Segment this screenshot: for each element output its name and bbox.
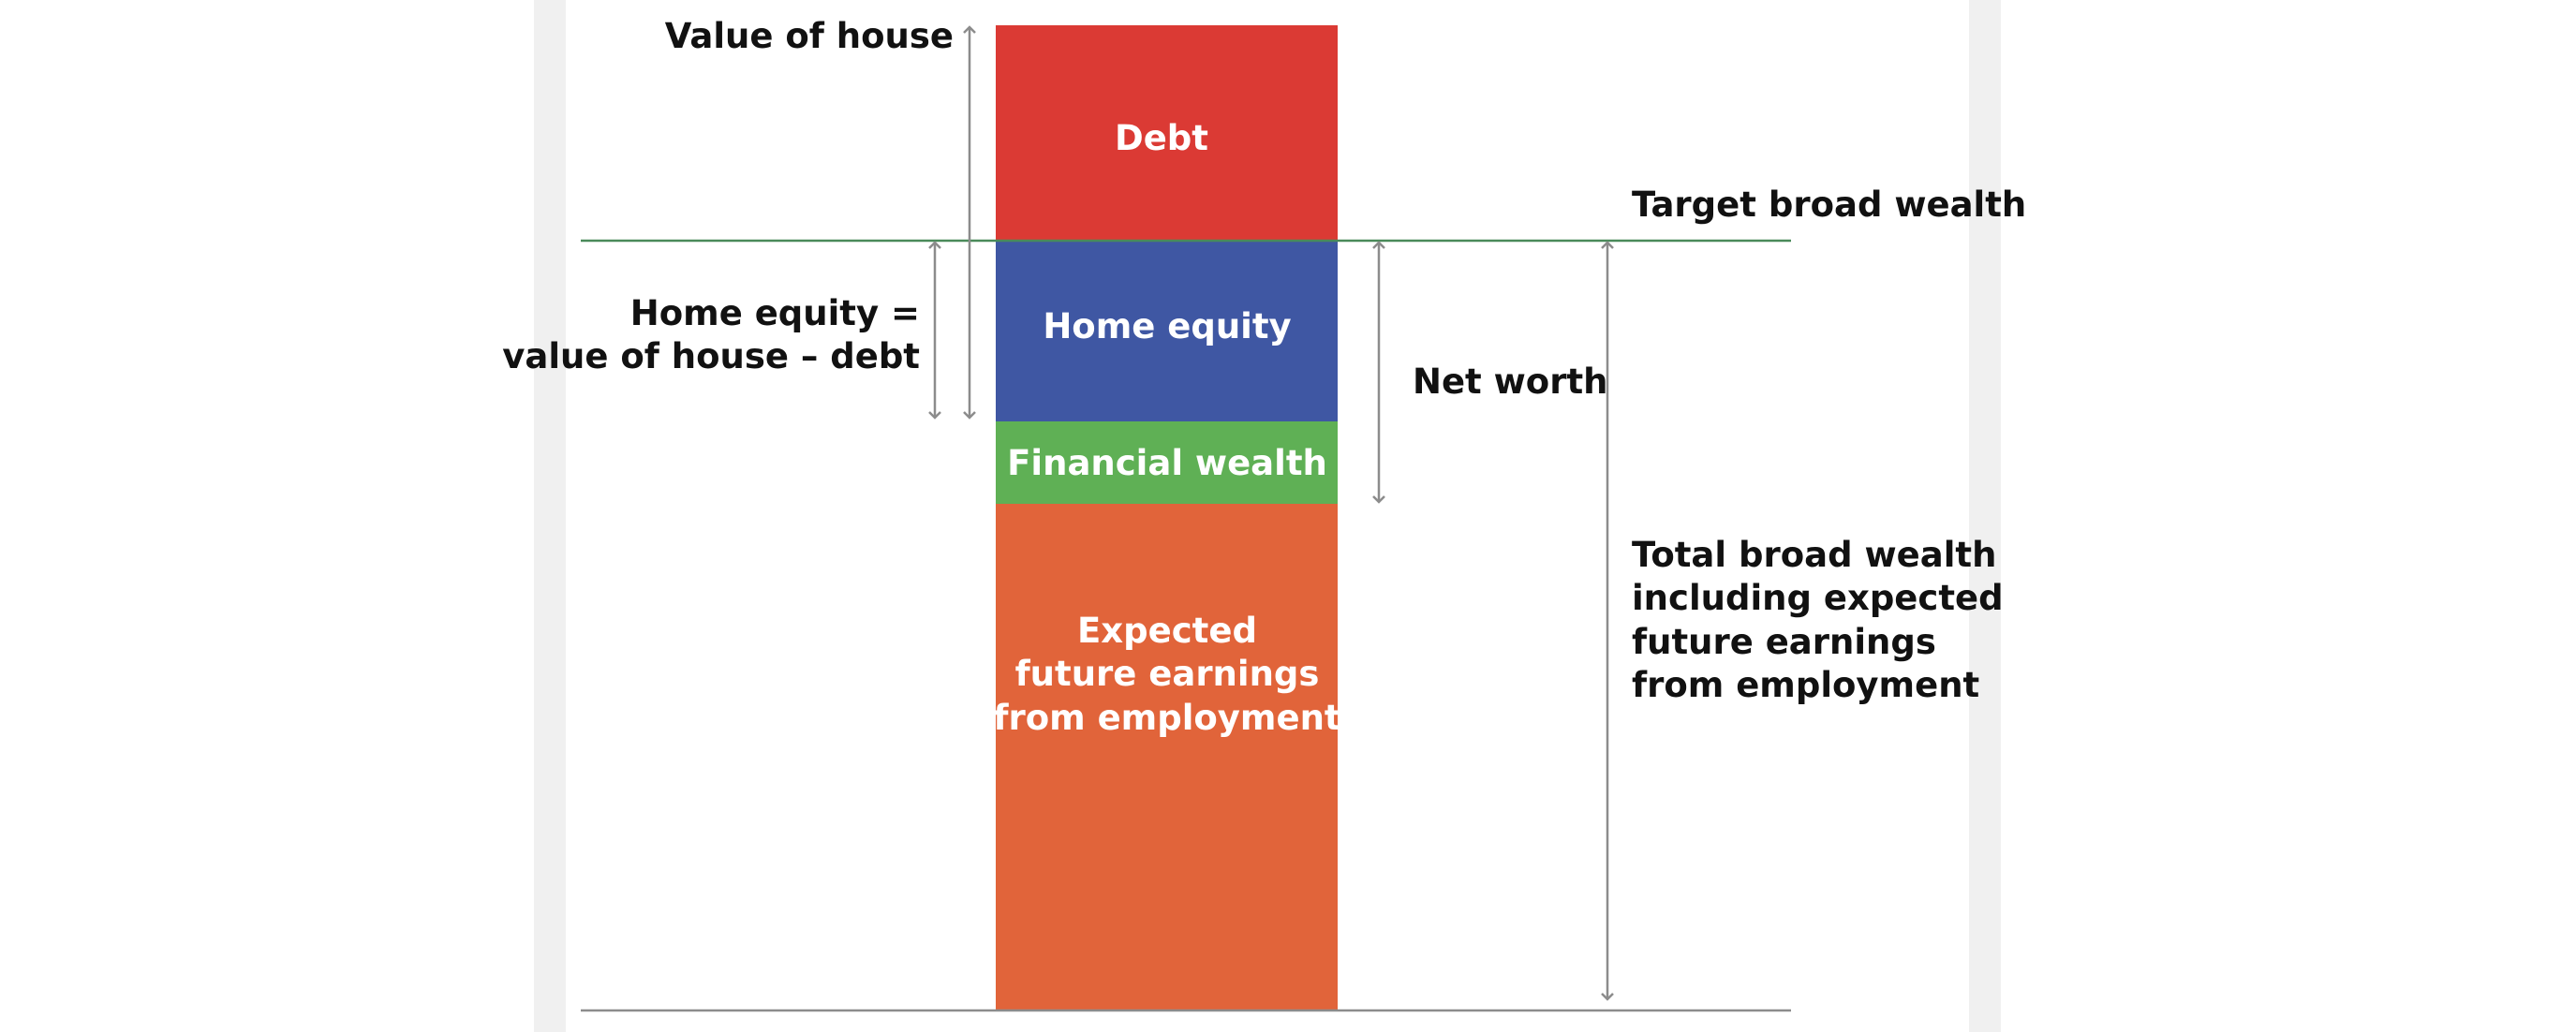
target-broad-wealth-label: Target broad wealth xyxy=(1632,184,2026,225)
total-broad-wealth-line-4: from employment xyxy=(1632,665,1979,705)
total-broad-wealth-line-3: future earnings xyxy=(1632,622,1936,662)
right-margin-band xyxy=(1969,0,2001,1032)
future-earnings-label-line-3: from employment xyxy=(993,698,1340,738)
left-margin-band xyxy=(534,0,566,1032)
financial-wealth-segment xyxy=(996,421,1338,504)
financial-wealth-label: Financial wealth xyxy=(1007,443,1327,483)
home-equity-segment xyxy=(996,241,1338,421)
total-broad-wealth-line-2: including expected xyxy=(1632,578,2004,618)
debt-label: Debt xyxy=(1115,118,1208,158)
future-earnings-label-line-1: Expected xyxy=(1077,611,1257,651)
debt-segment xyxy=(996,25,1338,241)
home-equity-definition-line-1: Home equity = xyxy=(630,293,920,333)
total-broad-wealth-line-1: Total broad wealth xyxy=(1632,535,1996,575)
home-equity-definition-line-2: value of house – debt xyxy=(502,336,920,376)
value-of-house-label: Value of house xyxy=(665,16,954,56)
home-equity-label: Home equity xyxy=(1043,306,1291,346)
future-earnings-segment xyxy=(996,504,1338,1010)
net-worth-label: Net worth xyxy=(1413,361,1608,402)
future-earnings-label-line-2: future earnings xyxy=(1015,654,1320,694)
